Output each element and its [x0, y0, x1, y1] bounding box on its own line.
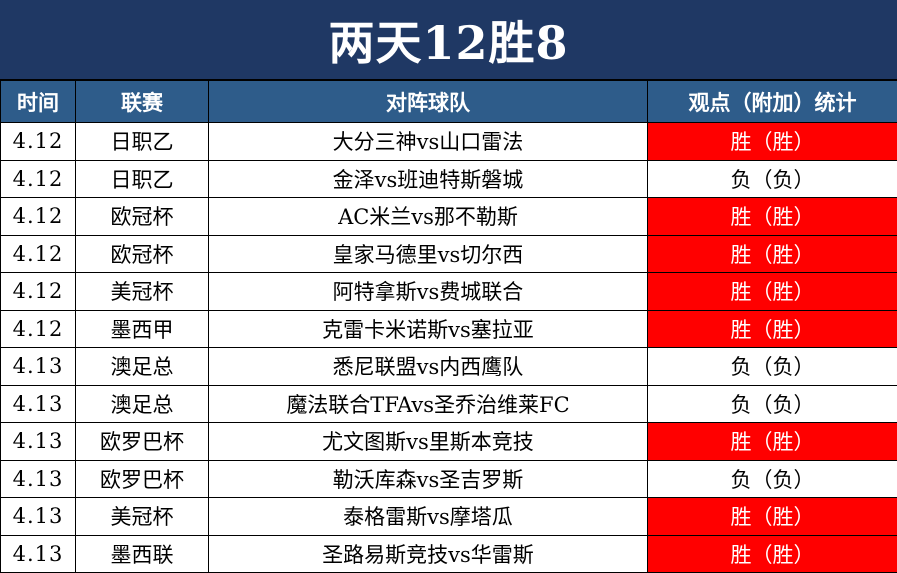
- cell-result: 负（负）: [648, 160, 897, 198]
- cell-league: 欧罗巴杯: [76, 460, 209, 498]
- cell-league: 欧冠杯: [76, 235, 209, 273]
- cell-result: 负（负）: [648, 385, 897, 423]
- cell-time: 4.13: [1, 535, 76, 573]
- cell-result: 胜（胜）: [648, 235, 897, 273]
- cell-league: 美冠杯: [76, 498, 209, 536]
- cell-match: 克雷卡米诺斯vs塞拉亚: [209, 310, 648, 348]
- cell-match: 泰格雷斯vs摩塔瓜: [209, 498, 648, 536]
- cell-result: 胜（胜）: [648, 423, 897, 461]
- cell-league: 澳足总: [76, 348, 209, 386]
- cell-match: 悉尼联盟vs内西鹰队: [209, 348, 648, 386]
- header-time: 时间: [1, 81, 76, 123]
- cell-time: 4.13: [1, 498, 76, 536]
- cell-time: 4.13: [1, 385, 76, 423]
- cell-result: 胜（胜）: [648, 123, 897, 161]
- cell-match: 魔法联合TFAvs圣乔治维莱FC: [209, 385, 648, 423]
- cell-time: 4.12: [1, 123, 76, 161]
- cell-league: 欧罗巴杯: [76, 423, 209, 461]
- cell-time: 4.12: [1, 235, 76, 273]
- cell-league: 墨西联: [76, 535, 209, 573]
- cell-time: 4.12: [1, 310, 76, 348]
- cell-result: 胜（胜）: [648, 198, 897, 236]
- header-stat: 观点（附加）统计: [648, 81, 897, 123]
- cell-match: 金泽vs班迪特斯磐城: [209, 160, 648, 198]
- cell-result: 胜（胜）: [648, 535, 897, 573]
- cell-match: 大分三神vs山口雷法: [209, 123, 648, 161]
- cell-league: 日职乙: [76, 123, 209, 161]
- header-league: 联赛: [76, 81, 209, 123]
- cell-time: 4.13: [1, 348, 76, 386]
- cell-match: 尤文图斯vs里斯本竞技: [209, 423, 648, 461]
- cell-time: 4.12: [1, 273, 76, 311]
- page-title: 两天12胜8: [0, 0, 897, 80]
- cell-time: 4.12: [1, 198, 76, 236]
- cell-match: 阿特拿斯vs费城联合: [209, 273, 648, 311]
- cell-league: 日职乙: [76, 160, 209, 198]
- cell-result: 胜（胜）: [648, 498, 897, 536]
- header-row: 时间 联赛 对阵球队 观点（附加）统计: [1, 81, 897, 123]
- cell-result: 负（负）: [648, 460, 897, 498]
- cell-result: 负（负）: [648, 348, 897, 386]
- cell-league: 美冠杯: [76, 273, 209, 311]
- cell-time: 4.13: [1, 460, 76, 498]
- cell-match: 勒沃库森vs圣吉罗斯: [209, 460, 648, 498]
- cell-result: 胜（胜）: [648, 273, 897, 311]
- header-match: 对阵球队: [209, 81, 648, 123]
- cell-match: 皇家马德里vs切尔西: [209, 235, 648, 273]
- cell-result: 胜（胜）: [648, 310, 897, 348]
- cell-time: 4.13: [1, 423, 76, 461]
- cell-time: 4.12: [1, 160, 76, 198]
- cell-match: 圣路易斯竞技vs华雷斯: [209, 535, 648, 573]
- cell-league: 欧冠杯: [76, 198, 209, 236]
- cell-match: AC米兰vs那不勒斯: [209, 198, 648, 236]
- cell-league: 澳足总: [76, 385, 209, 423]
- cell-league: 墨西甲: [76, 310, 209, 348]
